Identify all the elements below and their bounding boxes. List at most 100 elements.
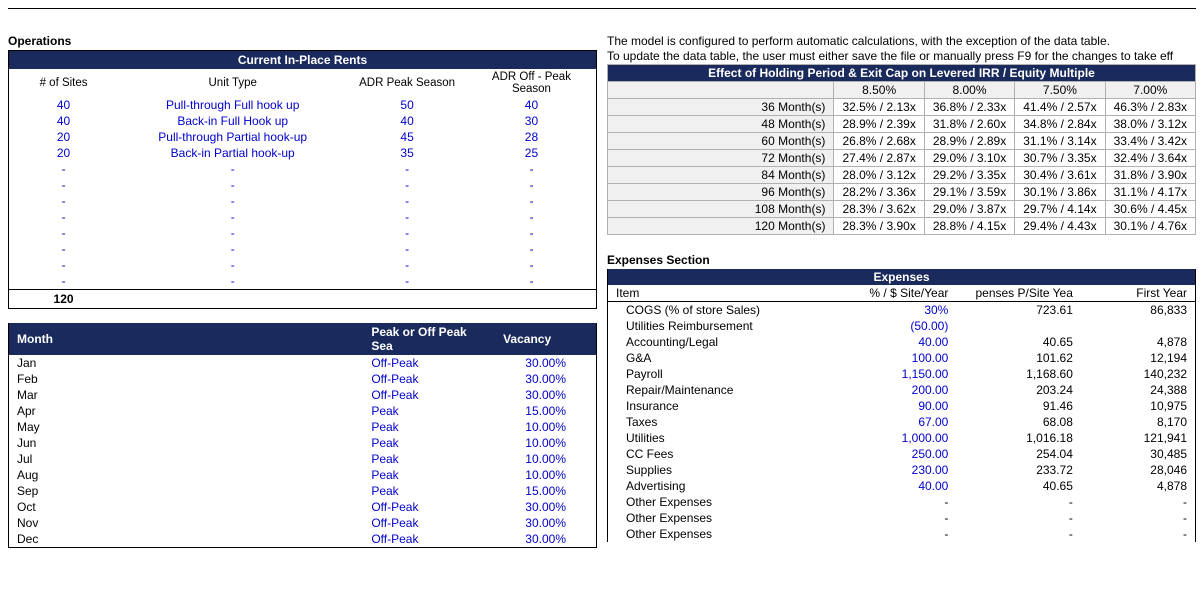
rent-sites[interactable]: 40	[9, 113, 119, 129]
sens-title: Effect of Holding Period & Exit Cap on L…	[608, 65, 1196, 82]
exp-pct[interactable]: 40.00	[832, 478, 957, 494]
sens-cell: 31.1% / 4.17x	[1105, 184, 1195, 201]
month-sea[interactable]: Off-Peak	[363, 531, 495, 548]
rent-empty: -	[467, 257, 597, 273]
rent-peak[interactable]: 50	[347, 97, 467, 113]
sens-cell: 30.7% / 3.35x	[1015, 150, 1105, 167]
exp-item: Other Expenses	[608, 494, 832, 510]
exp-item: Other Expenses	[608, 526, 832, 542]
rent-off[interactable]: 40	[467, 97, 597, 113]
rent-empty: -	[118, 257, 347, 273]
col-sea: Peak or Off Peak Sea	[363, 323, 495, 355]
expenses-section-title: Expenses Section	[607, 253, 1196, 267]
sens-cell: 29.0% / 3.87x	[924, 201, 1014, 218]
exp-pct[interactable]: 30%	[832, 302, 957, 319]
month-sea[interactable]: Peak	[363, 435, 495, 451]
sens-cell: 28.3% / 3.62x	[834, 201, 924, 218]
exp-fy: 28,046	[1081, 462, 1196, 478]
month-sea[interactable]: Peak	[363, 451, 495, 467]
month-vac[interactable]: 10.00%	[495, 451, 596, 467]
month-vac[interactable]: 10.00%	[495, 419, 596, 435]
exp-pct[interactable]: 250.00	[832, 446, 957, 462]
rent-unit[interactable]: Back-in Partial hook-up	[118, 145, 347, 161]
exp-pps: 40.65	[956, 334, 1081, 350]
sens-cell: 46.3% / 2.83x	[1105, 99, 1195, 116]
month-vac[interactable]: 15.00%	[495, 483, 596, 499]
rent-sites[interactable]: 40	[9, 97, 119, 113]
month-sea[interactable]: Off-Peak	[363, 499, 495, 515]
rent-empty: -	[347, 193, 467, 209]
rent-empty: -	[118, 209, 347, 225]
rent-unit[interactable]: Pull-through Full hook up	[118, 97, 347, 113]
month-sea[interactable]: Off-Peak	[363, 515, 495, 531]
month-vac[interactable]: 30.00%	[495, 515, 596, 531]
exp-pps: -	[956, 526, 1081, 542]
month-name: May	[9, 419, 364, 435]
sens-cell: 28.9% / 2.89x	[924, 133, 1014, 150]
rent-empty: -	[347, 161, 467, 177]
rent-peak[interactable]: 35	[347, 145, 467, 161]
rent-empty: -	[118, 161, 347, 177]
month-vac[interactable]: 30.00%	[495, 371, 596, 387]
sens-cell: 28.2% / 3.36x	[834, 184, 924, 201]
rent-sites[interactable]: 20	[9, 129, 119, 145]
sens-row-label: 96 Month(s)	[608, 184, 834, 201]
month-vac[interactable]: 10.00%	[495, 467, 596, 483]
month-vac[interactable]: 30.00%	[495, 499, 596, 515]
exp-pct[interactable]: 40.00	[832, 334, 957, 350]
exp-fy: 140,232	[1081, 366, 1196, 382]
rent-off[interactable]: 25	[467, 145, 597, 161]
sens-col-3: 7.00%	[1105, 82, 1195, 99]
month-vac[interactable]: 30.00%	[495, 531, 596, 548]
rent-off[interactable]: 28	[467, 129, 597, 145]
exp-pct[interactable]: 230.00	[832, 462, 957, 478]
exp-pps: 1,016.18	[956, 430, 1081, 446]
rent-empty: -	[118, 241, 347, 257]
exp-pct[interactable]: (50.00)	[832, 318, 957, 334]
exp-col-pps: penses P/Site Yea	[956, 285, 1081, 302]
sens-cell: 33.4% / 3.42x	[1105, 133, 1195, 150]
rent-off[interactable]: 30	[467, 113, 597, 129]
exp-pct[interactable]: 90.00	[832, 398, 957, 414]
exp-item: COGS (% of store Sales)	[608, 302, 832, 319]
month-sea[interactable]: Off-Peak	[363, 355, 495, 371]
month-vac[interactable]: 30.00%	[495, 387, 596, 403]
exp-item: Accounting/Legal	[608, 334, 832, 350]
rent-empty: -	[467, 209, 597, 225]
month-name: Jul	[9, 451, 364, 467]
rent-unit[interactable]: Back-in Full Hook up	[118, 113, 347, 129]
rent-peak[interactable]: 45	[347, 129, 467, 145]
exp-fy: 4,878	[1081, 334, 1196, 350]
exp-pct[interactable]: 200.00	[832, 382, 957, 398]
rent-empty: -	[118, 273, 347, 290]
month-vac[interactable]: 30.00%	[495, 355, 596, 371]
exp-item: Other Expenses	[608, 510, 832, 526]
exp-pct[interactable]: 100.00	[832, 350, 957, 366]
rent-empty: -	[9, 273, 119, 290]
month-vac[interactable]: 15.00%	[495, 403, 596, 419]
exp-pct[interactable]: 1,000.00	[832, 430, 957, 446]
rent-sites[interactable]: 20	[9, 145, 119, 161]
rent-empty: -	[347, 273, 467, 290]
month-sea[interactable]: Off-Peak	[363, 371, 495, 387]
rent-empty: -	[467, 177, 597, 193]
rent-peak[interactable]: 40	[347, 113, 467, 129]
month-vac[interactable]: 10.00%	[495, 435, 596, 451]
exp-item: Taxes	[608, 414, 832, 430]
month-sea[interactable]: Peak	[363, 403, 495, 419]
exp-pct[interactable]: 67.00	[832, 414, 957, 430]
exp-item: Utilities	[608, 430, 832, 446]
month-sea[interactable]: Peak	[363, 419, 495, 435]
rent-empty: -	[9, 193, 119, 209]
rent-unit[interactable]: Pull-through Partial hook-up	[118, 129, 347, 145]
rent-empty: -	[467, 161, 597, 177]
col-adr-peak: ADR Peak Season	[347, 69, 467, 97]
month-sea[interactable]: Peak	[363, 483, 495, 499]
month-sea[interactable]: Off-Peak	[363, 387, 495, 403]
rent-empty: -	[9, 241, 119, 257]
rent-empty: -	[118, 225, 347, 241]
month-sea[interactable]: Peak	[363, 467, 495, 483]
exp-pct[interactable]: 1,150.00	[832, 366, 957, 382]
rent-empty: -	[467, 193, 597, 209]
exp-fy: 30,485	[1081, 446, 1196, 462]
